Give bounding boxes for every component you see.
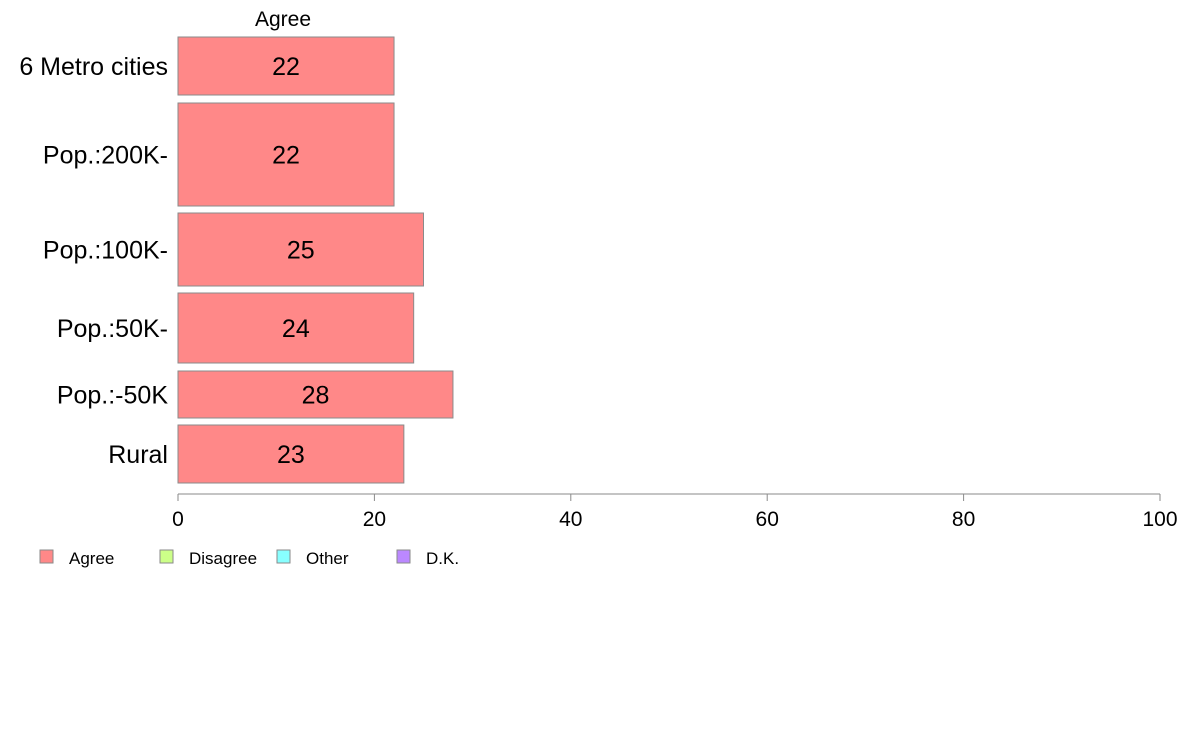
category-label: Pop.:50K-	[57, 315, 168, 343]
x-tick-label: 100	[1142, 508, 1177, 531]
category-labels: 6 Metro cities Pop.:200K- Pop.:100K- Pop.:5…	[19, 53, 168, 469]
legend-swatch	[39, 549, 54, 564]
bar	[177, 102, 395, 207]
category-label: Pop.:100K-	[43, 237, 168, 265]
data-label: 22	[272, 53, 300, 81]
data-label: 25	[287, 237, 315, 265]
category-label: Pop.:-50K	[57, 382, 169, 410]
legend: Agree Disagree Other D.K.	[39, 549, 459, 568]
bar	[177, 424, 405, 484]
segment-header-label: Agree	[255, 8, 311, 31]
legend-swatch	[159, 549, 174, 564]
data-label: 23	[277, 441, 305, 469]
legend-label: Other	[306, 549, 349, 568]
legend-label: Disagree	[189, 549, 257, 568]
x-tick-label: 60	[756, 508, 779, 531]
category-label: Rural	[108, 441, 168, 469]
category-label: Pop.:200K-	[43, 142, 168, 170]
data-label: 22	[272, 142, 300, 170]
category-label: 6 Metro cities	[19, 53, 168, 81]
bar	[177, 370, 454, 419]
bar	[177, 212, 424, 287]
legend-label: Agree	[69, 549, 114, 568]
data-label: 24	[282, 315, 310, 343]
bars-group	[177, 36, 454, 484]
x-tick-label: 80	[952, 508, 975, 531]
x-tick-label: 20	[363, 508, 386, 531]
data-label: 28	[302, 382, 330, 410]
legend-label: D.K.	[426, 549, 459, 568]
x-tick-label: 0	[172, 508, 184, 531]
x-axis: 0 20 40 60 80 100	[172, 493, 1178, 531]
bar	[177, 292, 415, 364]
x-tick-label: 40	[559, 508, 582, 531]
legend-swatch	[276, 549, 291, 564]
bar	[177, 36, 395, 96]
legend-swatch	[396, 549, 411, 564]
value-labels: 22 22 25 24 28 23	[272, 53, 329, 469]
